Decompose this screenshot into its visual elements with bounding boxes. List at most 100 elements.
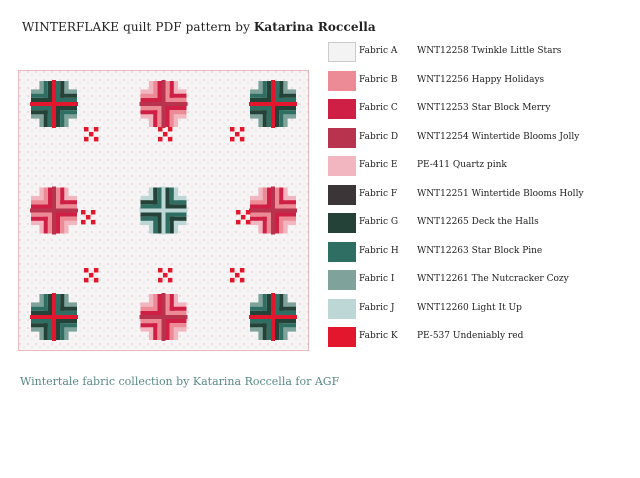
quilt-log-strip (64, 195, 77, 201)
fabric-name: WNT12261 The Nutcracker Cozy (417, 274, 569, 284)
quilt-log-strip (140, 212, 162, 217)
quilt-log-strip (140, 200, 158, 205)
fabric-swatch (328, 156, 356, 176)
quilt-log-strip (262, 294, 267, 311)
fabric-name: WNT12254 Wintertide Blooms Jolly (417, 131, 580, 142)
quilt-log-strip (31, 200, 48, 205)
quilt-ninepatch (230, 277, 235, 283)
quilt-log-strip (47, 106, 52, 127)
quilt-ninepatch (93, 277, 99, 283)
quilt-log-strip (140, 310, 162, 315)
quilt-log-strip (140, 302, 154, 307)
quilt-log-strip (262, 323, 267, 340)
fabric-label: Fabric H (359, 245, 399, 256)
quilt-log-strip (64, 294, 69, 307)
quilt-log-strip (279, 81, 284, 98)
quilt-log-strip (148, 81, 154, 94)
quilt-log-strip (157, 187, 162, 209)
quilt-log-strip (165, 319, 170, 340)
fabric-name: WNT12256 Happy Holidays (417, 74, 545, 85)
quilt-log-strip (266, 81, 271, 102)
quilt-log-strip (157, 319, 162, 340)
quilt-log-strip (60, 110, 65, 127)
quilt-log-strip (250, 310, 271, 315)
quilt-log-strip (266, 319, 271, 340)
quilt-log-strip (148, 327, 154, 340)
quilt-log-strip (283, 327, 296, 332)
quilt-log-strip (140, 327, 154, 332)
quilt-log-strip (262, 110, 267, 127)
quilt-log-strip (47, 187, 52, 209)
quilt-log-strip (31, 110, 48, 115)
fabric-label: Fabric K (359, 331, 398, 341)
quilt-log-strip (275, 212, 296, 217)
quilt-log-strip (169, 110, 174, 127)
quilt-log-strip (56, 212, 61, 234)
quilt-sash (139, 315, 188, 319)
quilt-sash (249, 102, 297, 106)
quilt-log-strip (169, 93, 187, 98)
quilt-log-strip (279, 187, 284, 205)
fabric-name: PE-411 Quartz pink (417, 160, 507, 170)
quilt-log-strip (165, 187, 170, 209)
quilt-log-strip (250, 319, 271, 324)
fabric-legend-item: Fabric G WNT12265 Deck the Halls (328, 213, 628, 233)
quilt-log-strip (250, 106, 271, 111)
quilt-log-strip (64, 220, 69, 234)
fabric-legend-item: Fabric C WNT12253 Star Block Merry (328, 99, 628, 119)
quilt-log-strip (250, 200, 267, 205)
fabric-swatch (328, 270, 356, 290)
quilt-log-strip (148, 294, 154, 307)
quilt-log-strip (279, 323, 284, 340)
quilt-log-strip (165, 212, 187, 217)
quilt-log-strip (64, 89, 77, 94)
fabric-name: WNT12253 Star Block Merry (417, 103, 551, 113)
quilt-log-strip (60, 294, 65, 311)
quilt-log-strip (173, 327, 187, 332)
quilt-log-strip (275, 106, 296, 111)
quilt-log-strip (165, 212, 170, 234)
quilt-log-strip (64, 302, 77, 307)
quilt-log-strip (258, 187, 263, 201)
quilt-ninepatch (245, 219, 251, 225)
quilt-log-strip (140, 220, 154, 226)
fabric-name: WNT12263 Star Block Pine (417, 245, 543, 256)
quilt-log-strip (283, 327, 288, 340)
quilt-log-strip (258, 294, 263, 307)
quilt-log-strip (39, 220, 44, 234)
quilt-log-strip (165, 319, 187, 324)
quilt-log-strip (250, 97, 271, 102)
fabric-legend-item: Fabric A WNT12258 Twinkle Little Stars (328, 42, 628, 62)
quilt-ninepatch (234, 131, 240, 137)
quilt-log-strip (279, 110, 296, 115)
quilt-log-strip (275, 106, 280, 127)
quilt-ninepatch (239, 127, 245, 132)
quilt-log-strip (39, 187, 44, 201)
quilt-log-strip (56, 319, 77, 324)
quilt-ninepatch (239, 136, 245, 142)
quilt-log-strip (279, 110, 284, 127)
quilt-log-strip (39, 114, 44, 127)
quilt-log-strip (283, 220, 296, 226)
quilt-log-strip (153, 323, 158, 340)
quilt-log-strip (31, 89, 44, 94)
quilt-log-strip (56, 310, 77, 315)
quilt-log-strip (283, 220, 288, 234)
quilt-log-strip (173, 187, 179, 201)
quilt-log-strip (173, 89, 187, 94)
quilt-log-strip (266, 212, 271, 234)
quilt-log-strip (275, 212, 280, 234)
fabric-legend-item: Fabric B WNT12256 Happy Holidays (328, 70, 628, 91)
quilt-log-strip (283, 302, 296, 307)
quilt-log-strip (283, 294, 288, 307)
fabric-name: WNT12251 Wintertide Blooms Holly (417, 188, 584, 199)
quilt-ninepatch (245, 210, 251, 215)
quilt-log-strip (173, 220, 187, 226)
quilt-ninepatch (236, 219, 241, 225)
quilt-log-strip (250, 216, 267, 221)
quilt-log-strip (157, 212, 162, 234)
quilt-ninepatch (240, 214, 246, 220)
quilt-log-strip (250, 114, 263, 119)
quilt-log-strip (64, 327, 69, 340)
quilt-log-strip (169, 323, 174, 340)
